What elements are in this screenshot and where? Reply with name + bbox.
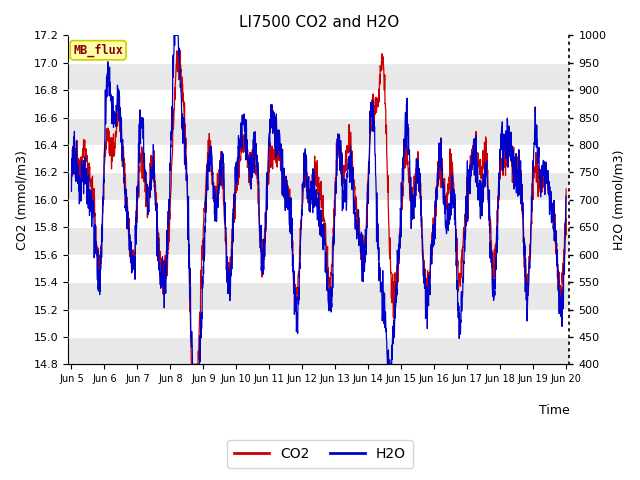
CO2: [458, 255, 465, 261]
CO2: [188, 361, 195, 367]
H2O: [548, 201, 556, 206]
Bar: [68, 172, 570, 200]
CO2: [548, 200, 556, 206]
Bar: [68, 282, 570, 310]
CO2: [548, 208, 556, 214]
Line: CO2: CO2: [72, 50, 566, 364]
H2O: [189, 361, 196, 367]
CO2: [176, 48, 184, 53]
H2O: [68, 188, 76, 194]
H2O: [458, 289, 465, 295]
Text: MB_flux: MB_flux: [73, 44, 123, 57]
H2O: [308, 189, 316, 194]
Bar: [68, 118, 570, 145]
H2O: [296, 268, 303, 274]
H2O: [93, 246, 100, 252]
CO2: [93, 242, 100, 248]
H2O: [563, 193, 570, 199]
Line: H2O: H2O: [72, 36, 566, 364]
Y-axis label: H2O (mmol/m3): H2O (mmol/m3): [612, 150, 625, 250]
Text: Time: Time: [539, 404, 570, 417]
Bar: [68, 337, 570, 364]
CO2: [308, 175, 316, 181]
CO2: [68, 178, 76, 184]
H2O: [170, 33, 178, 38]
Y-axis label: CO2 (mmol/m3): CO2 (mmol/m3): [15, 150, 28, 250]
Bar: [68, 63, 570, 90]
H2O: [548, 210, 556, 216]
CO2: [296, 265, 303, 271]
CO2: [563, 186, 570, 192]
Bar: [68, 228, 570, 255]
Title: LI7500 CO2 and H2O: LI7500 CO2 and H2O: [239, 15, 399, 30]
Legend: CO2, H2O: CO2, H2O: [227, 440, 413, 468]
